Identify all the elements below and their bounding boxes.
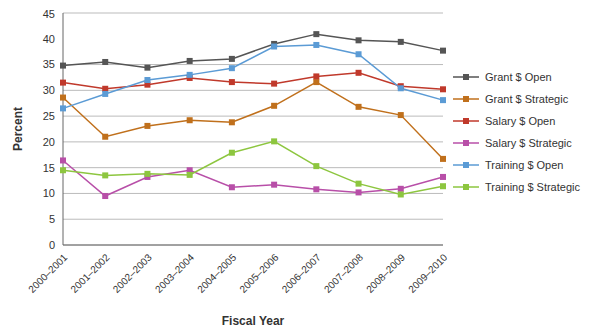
svg-text:Fiscal Year: Fiscal Year <box>222 314 285 325</box>
html-text:Grant $ Open: Grant $ Open <box>485 70 552 83</box>
svg-text:35: 35 <box>43 58 55 70</box>
svg-text:5: 5 <box>49 213 55 225</box>
svg-text:2003–2004: 2003–2004 <box>153 251 196 294</box>
svg-text:2008–2009: 2008–2009 <box>364 251 407 294</box>
html-text:Training $ Strategic: Training $ Strategic <box>485 180 580 193</box>
svg-text:2002–2003: 2002–2003 <box>111 251 154 294</box>
svg-text:15: 15 <box>43 162 55 174</box>
svg-text:2009–2010: 2009–2010 <box>406 251 449 294</box>
svg-text:2005–2006: 2005–2006 <box>237 251 280 294</box>
svg-text:0: 0 <box>49 239 55 251</box>
svg-text:25: 25 <box>43 110 55 122</box>
svg-text:40: 40 <box>43 33 55 45</box>
svg-text:2004–2005: 2004–2005 <box>195 251 238 294</box>
html-text:Salary $ Open: Salary $ Open <box>485 114 556 127</box>
svg-text:10: 10 <box>43 187 55 199</box>
svg-text:30: 30 <box>43 84 55 96</box>
html-text:Salary $ Strategic: Salary $ Strategic <box>485 136 572 149</box>
svg-text:45: 45 <box>43 8 55 20</box>
svg-text:2000–2001: 2000–2001 <box>26 251 69 294</box>
svg-text:20: 20 <box>43 136 55 148</box>
html-text:Grant $ Strategic: Grant $ Strategic <box>485 92 569 105</box>
svg-text:Percent: Percent <box>11 107 25 151</box>
svg-text:2006–2007: 2006–2007 <box>280 251 323 294</box>
svg-text:2001–2002: 2001–2002 <box>68 251 111 294</box>
svg-text:2007–2008: 2007–2008 <box>322 251 365 294</box>
html-text:Training $ Open: Training $ Open <box>485 158 564 171</box>
